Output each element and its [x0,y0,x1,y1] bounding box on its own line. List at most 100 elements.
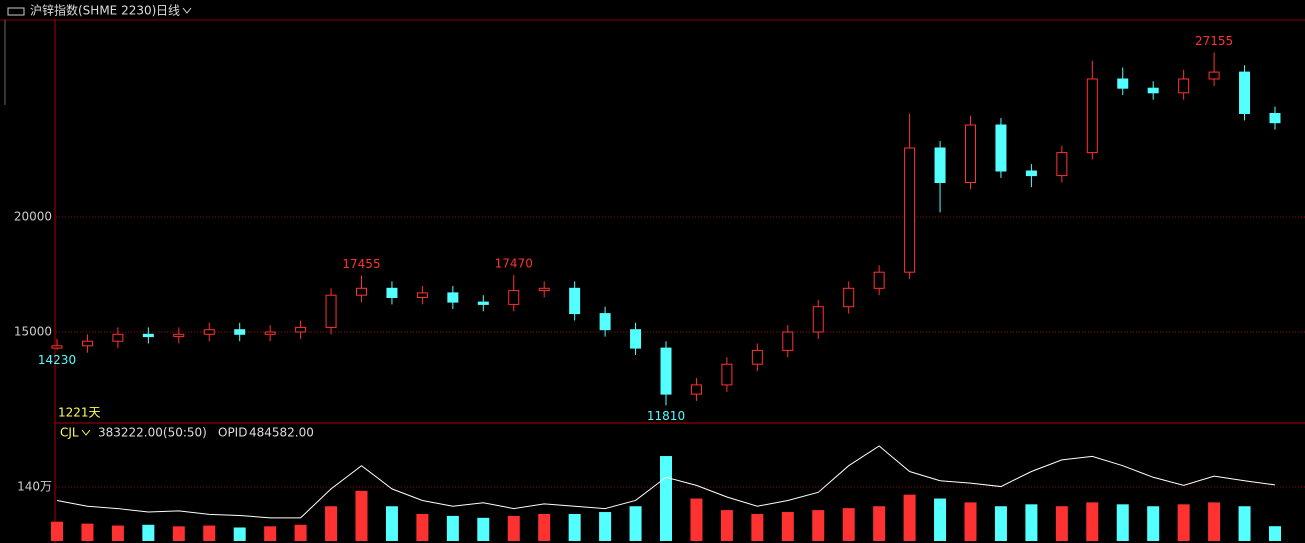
candle-body [295,326,307,333]
legend-name[interactable]: CJL [60,426,79,440]
extreme-label: 17470 [495,257,533,271]
volume-bar [1025,504,1038,541]
legend-value: 383222.00(50:50) [98,426,207,440]
candle-body [873,271,885,289]
volume-bar [690,498,703,541]
volume-bar [81,523,94,541]
candle-body [1269,112,1281,124]
volume-bar [842,508,855,541]
volume-bar [781,512,794,541]
candle-body [142,333,154,338]
candle-body [690,384,702,395]
candle-body [934,147,946,183]
candle-body [173,333,185,338]
candle-body [51,345,63,349]
candle-body [904,147,916,273]
candle-body [356,287,367,296]
candle-body [965,124,976,183]
candle-body [234,329,246,335]
volume-bar [599,512,612,541]
volume-bar [1208,502,1221,541]
candle-body [843,287,855,308]
volume-bar [873,506,886,541]
dropdown-arrow[interactable] [81,429,91,436]
volume-bar [1055,506,1068,541]
candle-body [660,347,672,395]
extreme-label: 27155 [1195,34,1233,48]
volume-bar [264,526,277,541]
candle-body [1239,71,1251,114]
candle-body [416,292,428,298]
days-label: 1221天 [58,406,101,420]
chart-title: 沪锌指数(SHME 2230) [30,3,156,18]
dropdown-arrow[interactable] [182,7,192,14]
candle-body [569,287,581,315]
volume-bar [994,506,1007,541]
candle-body [1056,152,1068,177]
volume-bar [325,506,338,541]
volume-bar [751,513,764,541]
candle-body [477,301,489,305]
volume-bar [172,526,185,541]
candle-body [630,329,642,349]
volume-bar [1116,504,1129,541]
volume-bar [964,502,977,541]
opid-line [56,445,1276,519]
candle-body [203,329,215,335]
candle-body [1178,78,1190,94]
candle-body [782,331,794,351]
volume-bar [720,510,733,541]
legend-name: OPID [218,426,247,440]
candle-body [81,340,93,347]
y-tick-label: 140万 [17,479,52,493]
period-selector[interactable]: 日线 [156,4,180,18]
volume-bar [903,494,916,541]
volume-bar [812,510,825,541]
volume-bar [538,513,551,541]
candle-body [538,287,550,292]
extreme-label: 11810 [647,409,685,423]
volume-bar [111,525,124,541]
candle-body [1117,78,1129,89]
volume-bar [142,524,155,541]
volume-bar [1238,506,1251,541]
volume-bar [294,524,307,541]
volume-bar [477,517,490,541]
volume-bar [233,527,246,541]
extreme-label: 14230 [38,353,76,367]
candle-body [721,363,733,386]
y-tick-label: 20000 [14,209,52,223]
volume-bar [507,515,520,541]
candle-body [599,313,611,331]
candle-body [508,290,520,305]
volume-bar [1147,506,1160,541]
candle-body [112,333,124,342]
volume-bar [1177,504,1190,541]
volume-bar [660,456,672,541]
window-icon[interactable] [7,7,25,16]
candle-body [1147,87,1159,94]
candle-body [264,331,276,335]
y-tick-label: 15000 [14,324,52,338]
volume-bar [934,498,947,541]
candle-body [325,294,337,328]
candle-body [812,306,824,333]
volume-bar [416,513,429,541]
candle-body [751,349,763,365]
volume-bar [446,515,459,541]
volume-bar [568,513,581,541]
volume-bar [629,506,642,541]
volume-bar [51,521,63,541]
extreme-label: 17455 [342,257,380,271]
candle-body [1086,78,1098,154]
candle-body [447,292,459,303]
volume-bar [355,490,368,541]
volume-bar [203,525,216,541]
volume-bar [385,506,398,541]
legend-value: 484582.00 [249,426,314,440]
volume-bar [1269,526,1281,541]
candle-body [995,124,1007,172]
volume-bar [1086,502,1099,541]
